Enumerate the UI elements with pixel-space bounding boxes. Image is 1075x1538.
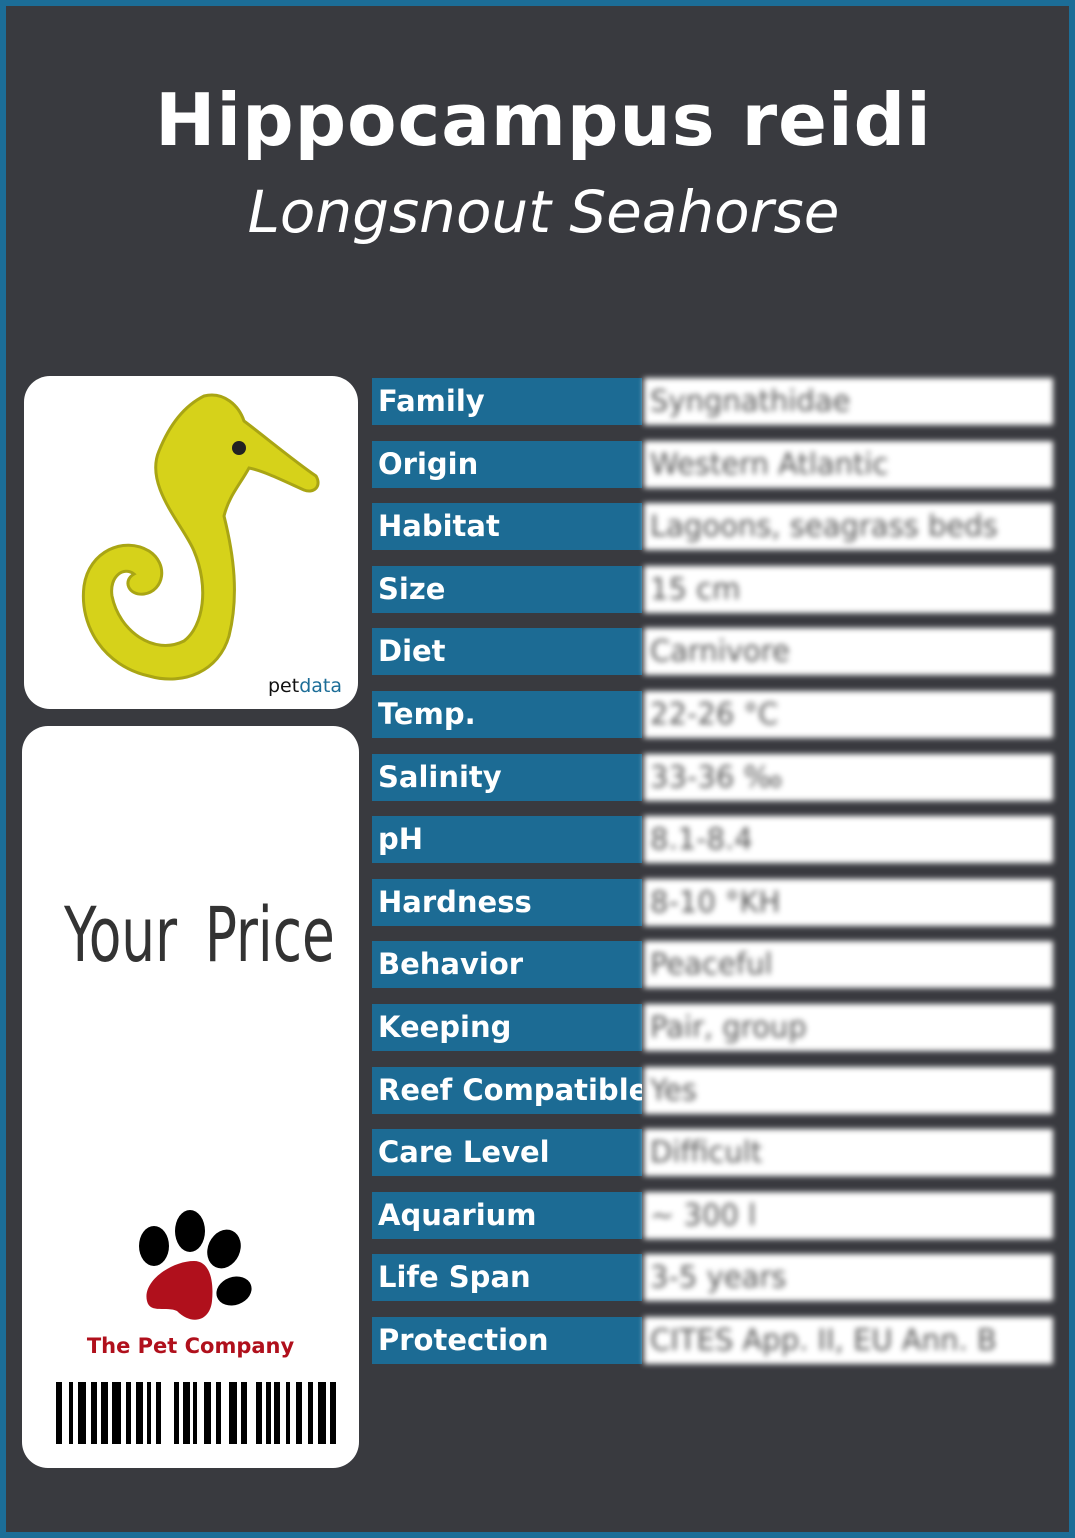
barcode-bar <box>308 1382 313 1444</box>
attribute-label: Hardness <box>372 878 642 926</box>
attribute-value: 8-10 °KH <box>644 878 1053 926</box>
attribute-row: Temp. 22-26 °C <box>372 691 1053 738</box>
attribute-row: Diet Carnivore <box>372 628 1053 676</box>
seahorse-image <box>81 393 320 681</box>
attribute-row: Family Syngnathidae <box>372 378 1053 425</box>
attribute-value: Western Atlantic <box>644 440 1053 488</box>
attribute-label: Reef Compatible <box>372 1066 642 1114</box>
attribute-label: Life Span <box>372 1254 642 1302</box>
attribute-value: 3-5 years <box>644 1254 1053 1302</box>
attribute-row: Origin Western Atlantic <box>372 440 1053 488</box>
barcode-bar <box>78 1382 86 1444</box>
barcode-bar <box>256 1382 262 1444</box>
barcode-bar <box>69 1382 73 1444</box>
attribute-value: Carnivore <box>644 628 1053 676</box>
attribute-value: Difficult <box>644 1129 1053 1177</box>
attribute-label: Salinity <box>372 753 642 801</box>
paw-logo-icon <box>139 1210 252 1320</box>
barcode-bar <box>112 1382 121 1444</box>
attribute-row: Behavior Peaceful <box>372 941 1053 989</box>
attribute-row: Protection CITES App. II, EU Ann. B <box>372 1317 1053 1364</box>
attribute-value: Lagoons, seagrass beds <box>644 503 1053 551</box>
price-label: Your Price <box>64 890 335 979</box>
price-tag: Your Price The Pet Company <box>22 726 359 1468</box>
attribute-value: 33-36 ‰ <box>644 753 1053 801</box>
attribute-value: CITES App. II, EU Ann. B <box>644 1317 1053 1364</box>
attribute-label: Family <box>372 378 642 425</box>
attribute-label: Protection <box>372 1317 642 1364</box>
species-title: Hippocampus reidi <box>155 78 932 162</box>
attribute-row: Habitat Lagoons, seagrass beds <box>372 503 1053 551</box>
attribute-label: Diet <box>372 628 642 676</box>
barcode-bar <box>91 1382 97 1444</box>
attribute-row: Keeping Pair, group <box>372 1004 1053 1051</box>
barcode-bar <box>330 1382 336 1444</box>
barcode-bar <box>204 1382 211 1444</box>
attribute-value: Peaceful <box>644 941 1053 989</box>
attribute-value: Syngnathidae <box>644 378 1053 425</box>
attribute-row: Aquarium ~ 300 l <box>372 1191 1053 1239</box>
company-name: The Pet Company <box>86 1334 295 1358</box>
barcode-bar <box>229 1382 237 1444</box>
petdata-logo: petdata <box>268 675 342 697</box>
attribute-value: 15 cm <box>644 565 1053 613</box>
attribute-row: Salinity 33-36 ‰ <box>372 753 1053 801</box>
attribute-label: Behavior <box>372 941 642 989</box>
attribute-label: Keeping <box>372 1004 642 1051</box>
barcode-bar <box>216 1382 221 1444</box>
barcode-bar <box>56 1382 62 1444</box>
barcode-bar <box>266 1382 271 1444</box>
attribute-label: Temp. <box>372 691 642 738</box>
attribute-value: Yes <box>644 1066 1053 1114</box>
attribute-row: Reef Compatible Yes <box>372 1066 1053 1114</box>
barcode-bar <box>296 1382 302 1444</box>
barcode-bar <box>274 1382 280 1444</box>
barcode-bar <box>183 1382 190 1444</box>
barcode-bar <box>318 1382 326 1444</box>
attribute-value: 8.1-8.4 <box>644 816 1053 864</box>
attribute-value: ~ 300 l <box>644 1191 1053 1239</box>
attribute-label: Origin <box>372 440 642 488</box>
attribute-row: Care Level Difficult <box>372 1129 1053 1177</box>
attribute-label: pH <box>372 816 642 864</box>
attribute-label: Size <box>372 565 642 613</box>
barcode-bar <box>286 1382 290 1444</box>
attribute-label: Care Level <box>372 1129 642 1177</box>
barcode-bar <box>156 1382 161 1444</box>
common-name: Longsnout Seahorse <box>247 178 840 246</box>
attribute-label: Habitat <box>372 503 642 551</box>
attribute-value: Pair, group <box>644 1004 1053 1051</box>
attribute-label: Aquarium <box>372 1191 642 1239</box>
attribute-row: Hardness 8-10 °KH <box>372 878 1053 926</box>
barcode-bar <box>126 1382 131 1444</box>
barcode-bar <box>174 1382 179 1444</box>
barcode <box>56 1382 336 1444</box>
barcode-bar <box>193 1382 197 1444</box>
attribute-value: 22-26 °C <box>644 691 1053 738</box>
barcode-bar <box>241 1382 247 1444</box>
attribute-row: Life Span 3-5 years <box>372 1254 1053 1302</box>
attribute-row: Size 15 cm <box>372 565 1053 613</box>
attribute-row: pH 8.1-8.4 <box>372 816 1053 864</box>
barcode-bar <box>101 1382 108 1444</box>
barcode-bar <box>136 1382 143 1444</box>
barcode-bar <box>147 1382 151 1444</box>
species-photo: petdata <box>24 376 358 709</box>
